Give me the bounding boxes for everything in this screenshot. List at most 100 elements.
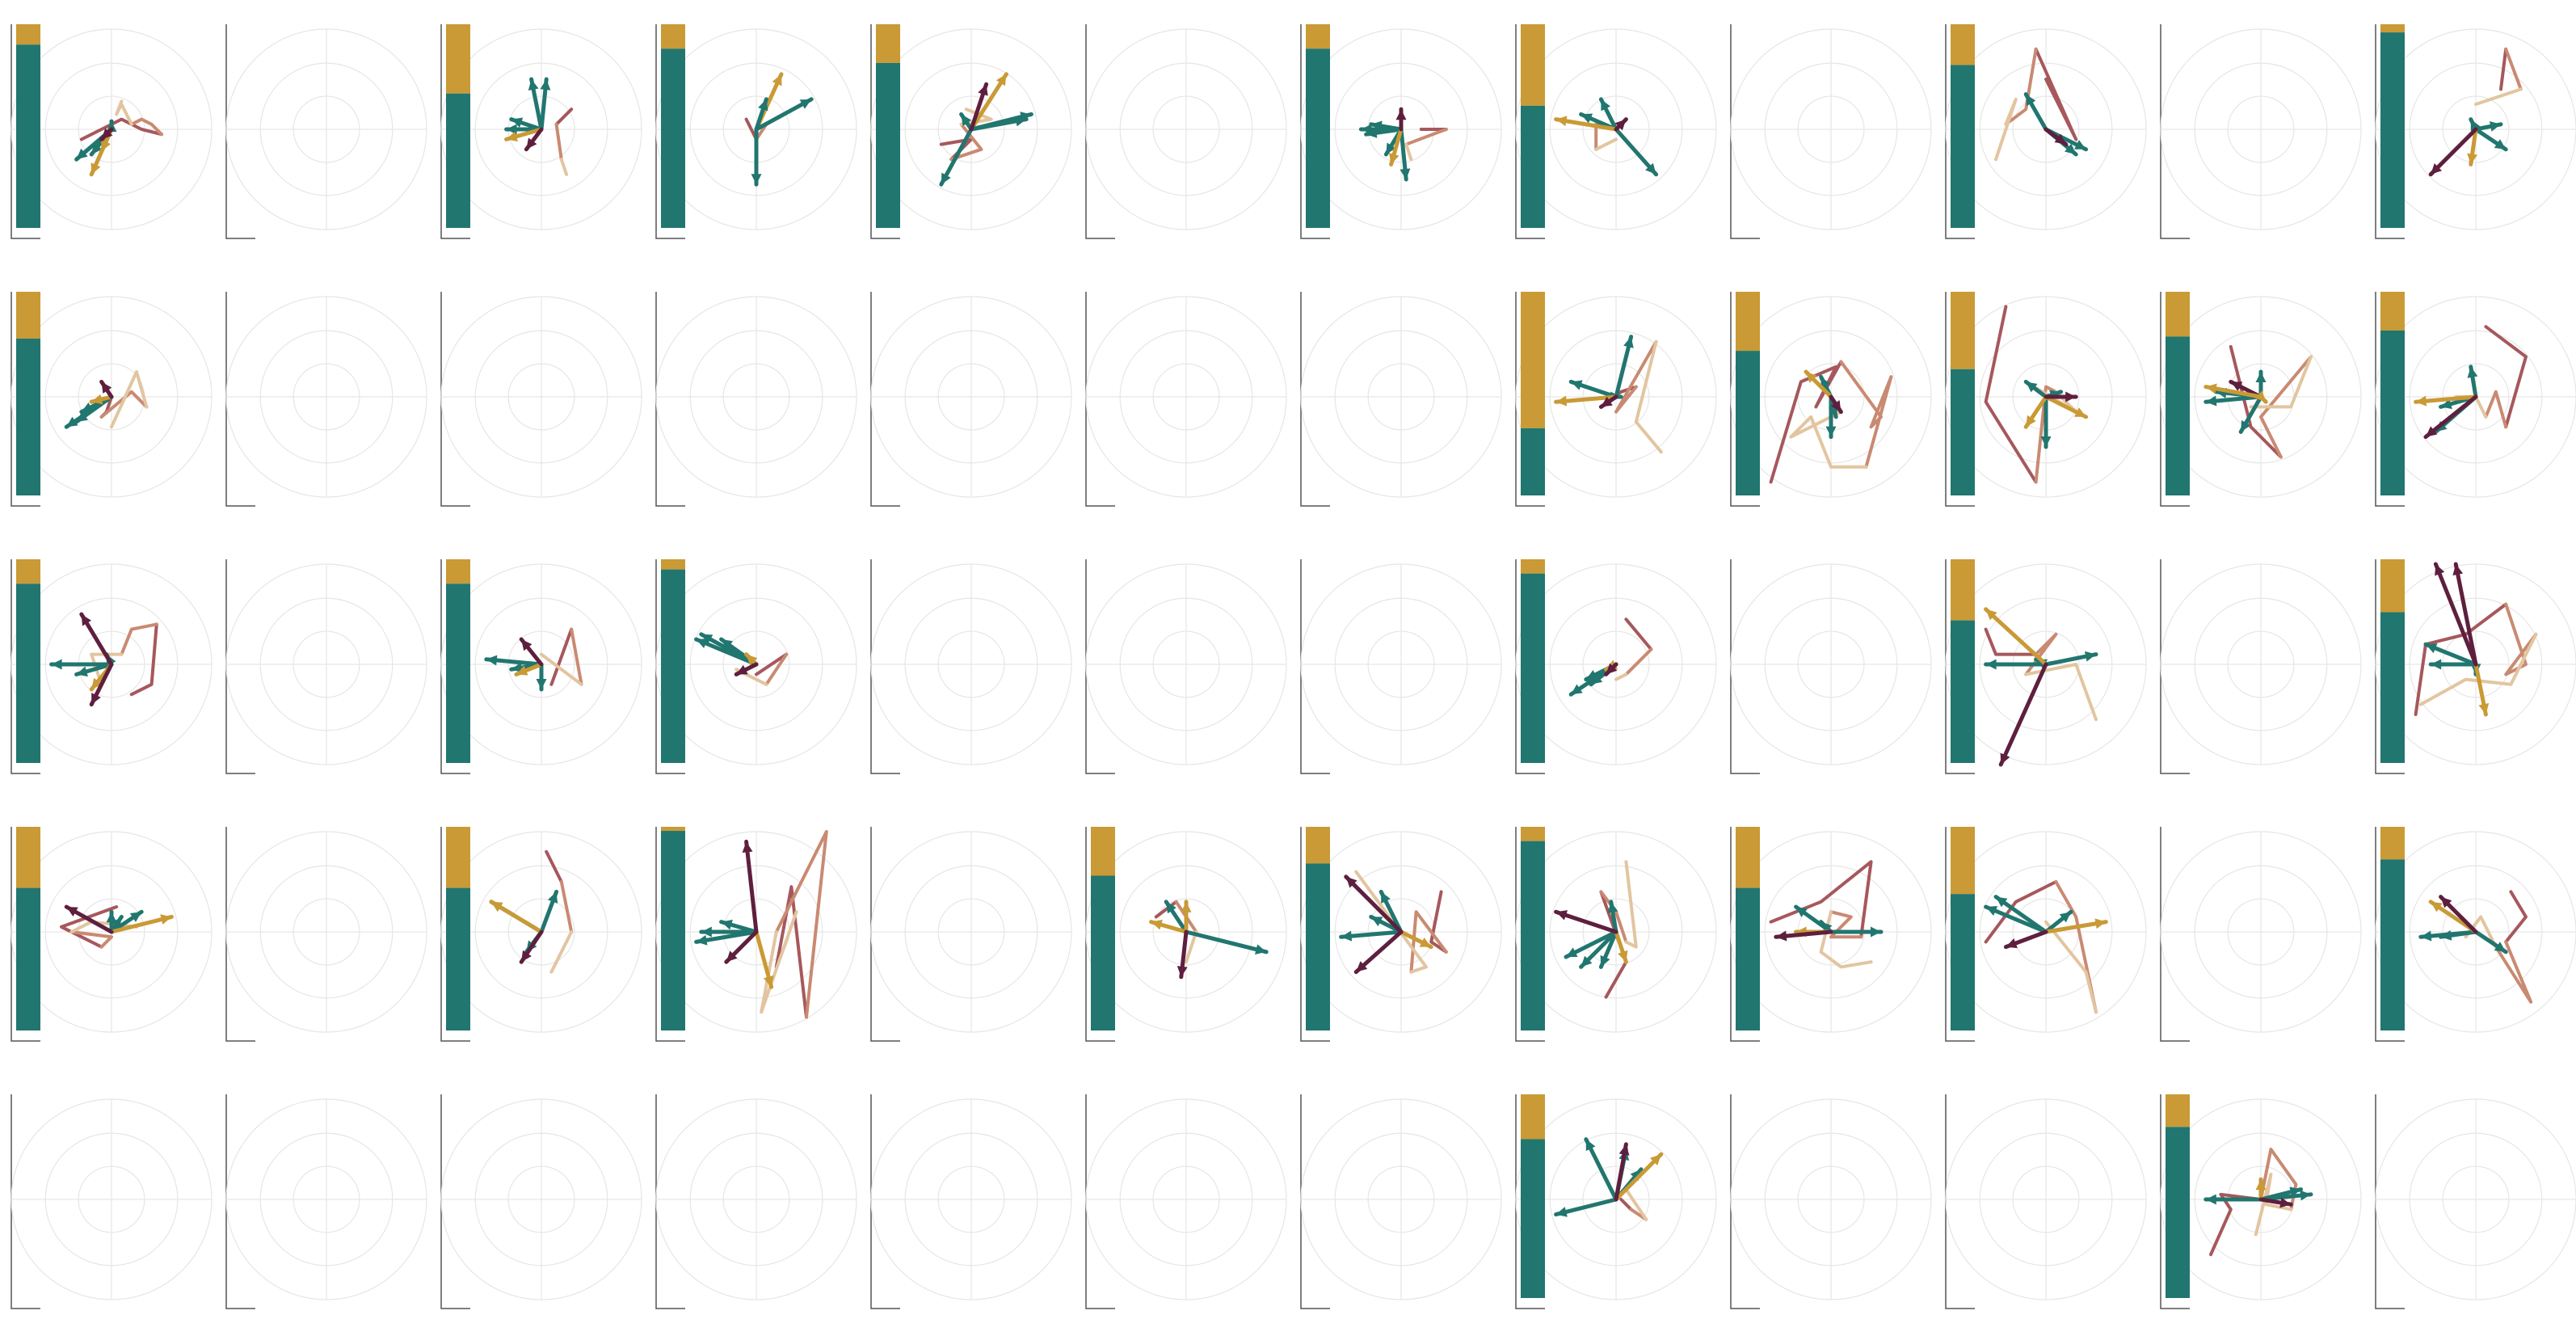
arrow-head: [1166, 901, 1176, 914]
arrow-head: [491, 901, 503, 912]
arrow-head: [2489, 120, 2501, 132]
panel-r1-c0: [11, 292, 213, 507]
trajectory-line: [549, 627, 574, 686]
arrow-head: [106, 912, 117, 923]
panel-axis: [225, 24, 255, 239]
panel-axis: [1730, 827, 1760, 1042]
arrow-head: [2494, 942, 2507, 952]
bar-segment-teal: [661, 831, 685, 1030]
arrow-shaft: [744, 839, 759, 934]
panel-axis: [1945, 1094, 1975, 1309]
bar-segment-gold: [446, 24, 470, 94]
trajectory-line: [760, 910, 798, 1014]
trajectory-line: [1624, 617, 1653, 651]
panel-r2-c8: [1730, 559, 1932, 774]
bar-segment-gold: [2380, 559, 2405, 613]
panel-r0-c6: [1300, 24, 1502, 239]
trajectory-line: [554, 122, 563, 162]
trajectory-line: [2034, 47, 2078, 141]
panel-r4-c8: [1730, 1094, 1932, 1309]
arrow-head: [1555, 116, 1568, 127]
panel-axis: [655, 1094, 685, 1309]
panel-r2-c2: [440, 559, 642, 774]
arrow-head: [547, 891, 558, 904]
bar-segment-gold: [446, 827, 470, 888]
arrow-head: [1555, 910, 1568, 921]
bar-segment-gold: [876, 24, 900, 63]
arrow-head: [2205, 395, 2217, 407]
panel-r4-c7: [1515, 1094, 1717, 1309]
arrow-head: [1585, 1139, 1596, 1152]
bar-segment-gold: [1521, 827, 1545, 841]
arrow-head: [91, 677, 103, 689]
arrow-shaft: [2453, 562, 2478, 667]
arrow-head: [1419, 937, 1432, 947]
panel-r1-c6: [1300, 292, 1502, 507]
trajectory-line: [1984, 880, 2058, 944]
panel-axis: [225, 559, 255, 774]
trajectory-line: [1624, 647, 1653, 676]
trajectory-line: [1769, 860, 1873, 939]
arrow-head: [101, 128, 113, 140]
panel-r3-c11: [2375, 827, 2576, 1042]
panel-axis: [11, 559, 40, 774]
trajectory-line: [764, 652, 789, 686]
bar-segment-teal: [16, 338, 40, 495]
arrow-head: [1820, 377, 1831, 389]
panel-axis: [2160, 827, 2190, 1042]
bar-segment-gold: [1951, 827, 1975, 895]
trajectory-line: [2044, 920, 2098, 1014]
arrow-head: [1341, 930, 1353, 942]
trajectory-line: [1839, 360, 1893, 469]
panel-r3-c1: [225, 827, 427, 1042]
bar-segment-gold: [1521, 24, 1545, 106]
arrow-head: [66, 416, 78, 428]
arrow-head: [91, 693, 101, 705]
trajectory-line: [1624, 1187, 1648, 1221]
arrow-shaft: [1344, 875, 1404, 934]
bar-segment-teal: [1306, 48, 1330, 228]
arrow-head: [1606, 663, 1618, 675]
arrow-shaft: [969, 72, 1008, 132]
arrow-head: [1366, 127, 1378, 138]
arrow-head: [995, 74, 1007, 86]
trajectory-line: [1185, 930, 1198, 964]
arrow-shaft: [1184, 929, 1269, 955]
arrow-head: [101, 381, 112, 394]
panel-r1-c1: [225, 292, 427, 507]
bar-segment-gold: [16, 827, 40, 888]
arrow-shaft: [2433, 562, 2478, 667]
arrow-head: [516, 665, 528, 676]
arrow-head: [76, 148, 88, 160]
arrow-head: [758, 99, 768, 112]
panel-r0-c3: [655, 24, 857, 239]
bar-segment-teal: [1736, 351, 1760, 495]
panel-axis: [655, 24, 685, 239]
trajectory-line: [559, 158, 568, 176]
trajectory-line: [2004, 47, 2038, 126]
arrow-head: [2440, 896, 2452, 908]
trajectory-line: [1429, 890, 1448, 954]
arrow-head: [2026, 381, 2038, 393]
arrow-head: [1623, 336, 1634, 348]
trajectory-line: [90, 652, 124, 686]
arrow-head: [1571, 684, 1583, 695]
trajectory-line: [1624, 860, 1638, 949]
bar-segment-teal: [2166, 1127, 2190, 1298]
arrow-head: [2467, 366, 2478, 378]
trajectory-line: [1154, 900, 1178, 919]
arrow-head: [160, 914, 172, 925]
panel-axis: [1085, 292, 1115, 507]
trajectory-line: [545, 849, 563, 883]
arrow-shaft: [1614, 1152, 1664, 1202]
panel-r0-c7: [1515, 24, 1717, 239]
bar-segment-gold: [1951, 559, 1975, 621]
trajectory-line: [549, 930, 574, 974]
bar-segment-gold: [661, 827, 685, 832]
panel-r1-c11: [2375, 292, 2576, 507]
arrow-head: [978, 84, 988, 96]
bar-segment-teal: [1521, 841, 1545, 1030]
panel-r3-c2: [440, 827, 642, 1042]
trajectory-line: [2418, 632, 2538, 706]
panel-axis: [1085, 1094, 1115, 1309]
